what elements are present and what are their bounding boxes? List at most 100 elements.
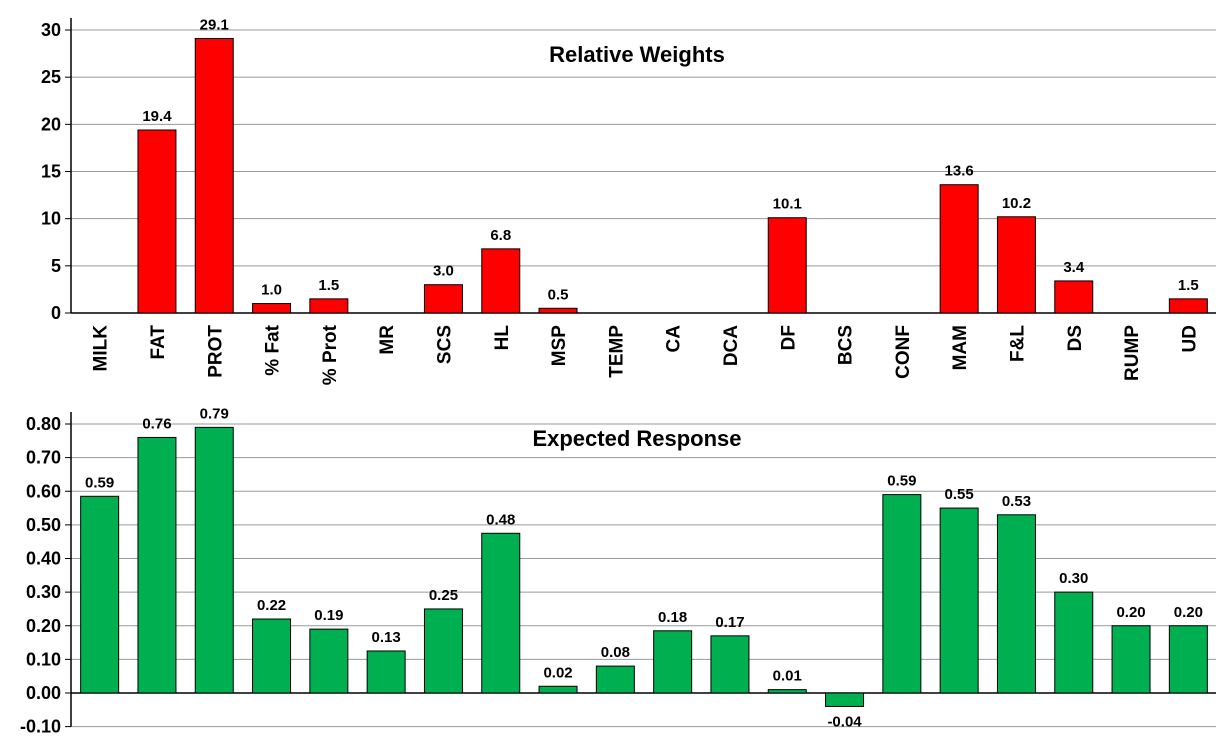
bar-ud <box>1168 298 1208 314</box>
data-label: 0.17 <box>715 614 744 631</box>
bar-ds <box>1054 280 1094 314</box>
data-label: 13.6 <box>945 163 974 180</box>
data-label: 0.59 <box>887 473 916 490</box>
category-label: FAT <box>148 325 169 360</box>
category-label: UD <box>1179 325 1200 352</box>
y-tick-label: 5 <box>51 256 61 276</box>
data-label: 0.55 <box>945 486 974 503</box>
data-label: 0.25 <box>429 587 458 604</box>
data-label: 0.01 <box>773 668 802 685</box>
y-tick-label: 0.10 <box>26 649 61 669</box>
bar-df <box>767 217 807 314</box>
data-label: 0.5 <box>548 286 569 303</box>
y-tick-label: 25 <box>41 67 61 87</box>
category-label: DF <box>778 325 799 350</box>
category-label: PROT <box>205 325 226 378</box>
data-label: 3.4 <box>1063 259 1085 276</box>
data-label: 0.53 <box>1002 493 1031 510</box>
bar-f-l <box>996 216 1036 314</box>
bar-mam <box>939 184 979 314</box>
data-label: 0.79 <box>200 405 229 422</box>
y-tick-label: 0.20 <box>26 616 61 636</box>
y-tick-label: 15 <box>41 162 61 182</box>
bar-msp <box>538 307 578 314</box>
bar-scs <box>423 284 463 314</box>
category-label: % Fat <box>263 324 284 375</box>
bar-hl <box>481 248 521 314</box>
bar-fat <box>137 436 177 694</box>
data-label: 1.0 <box>261 282 282 299</box>
y-tick-label: 0.30 <box>26 582 61 602</box>
data-label: 10.1 <box>773 196 802 213</box>
y-tick-label: 0.50 <box>26 515 61 535</box>
data-label: 10.2 <box>1002 195 1031 212</box>
chart-title: Expected Response <box>532 426 741 451</box>
bar-prot <box>194 426 234 694</box>
category-label: CA <box>664 325 685 353</box>
data-label: 0.22 <box>257 597 286 614</box>
y-tick-label: 30 <box>41 20 61 40</box>
data-label: 0.48 <box>486 511 515 528</box>
chart-title: Relative Weights <box>549 42 725 67</box>
data-label: 0.19 <box>314 607 343 624</box>
category-label: MSP <box>549 325 570 367</box>
data-label: 1.5 <box>1178 277 1199 294</box>
category-label: TEMP <box>606 325 627 378</box>
bar-milk <box>80 495 120 694</box>
bar-fat <box>252 303 292 314</box>
bar-ds <box>1054 591 1094 694</box>
data-label: 1.5 <box>318 277 339 294</box>
y-tick-label: 0.70 <box>26 448 61 468</box>
y-tick-label: 0 <box>51 303 61 323</box>
category-label: DCA <box>721 325 742 366</box>
category-label: BCS <box>836 325 857 365</box>
y-tick-label: 20 <box>41 114 61 134</box>
data-label: 0.30 <box>1059 570 1088 587</box>
data-label: -0.04 <box>827 713 862 730</box>
bar-dca <box>710 635 750 694</box>
data-label: 0.20 <box>1116 604 1145 621</box>
bar-temp <box>595 665 635 694</box>
bar-hl <box>481 532 521 694</box>
y-tick-label: 0.80 <box>26 414 61 434</box>
data-label: 0.18 <box>658 609 687 626</box>
y-tick-label: 0.40 <box>26 549 61 569</box>
category-label: MAM <box>950 325 971 370</box>
data-label: 29.1 <box>200 16 229 33</box>
category-label: MR <box>377 325 398 355</box>
y-tick-label: 10 <box>41 209 61 229</box>
category-label: % Prot <box>320 324 341 385</box>
bar-msp <box>538 685 578 694</box>
bar-ca <box>653 630 693 694</box>
data-label: 3.0 <box>433 263 454 280</box>
bar-prot <box>309 628 349 694</box>
bar-conf <box>882 494 922 694</box>
category-label: CONF <box>893 325 914 379</box>
data-label: 0.59 <box>85 474 114 491</box>
bar-prot <box>309 298 349 314</box>
data-label: 0.76 <box>142 415 171 432</box>
bar-fat <box>137 129 177 314</box>
expected-response-chart: -0.10 0.00 0.10 0.20 0.30 0.40 0.50 0.60 0.70 0.8… <box>20 405 1216 736</box>
bar-ud <box>1168 625 1208 694</box>
category-label: SCS <box>434 325 455 364</box>
bar-prot <box>194 37 234 314</box>
bar-fat <box>252 618 292 694</box>
data-label: 0.20 <box>1174 604 1203 621</box>
category-label: HL <box>492 325 513 351</box>
relative-weights-chart: 0 5 10 15 20 25 30 19.4 29.1 1.0 1.5 3.0 6.8 0.5 10.1… <box>41 16 1216 385</box>
category-label: DS <box>1065 325 1086 351</box>
category-label: MILK <box>91 325 112 372</box>
bar-rump <box>1111 625 1151 694</box>
bar-df <box>767 689 807 694</box>
y-tick-label: 0.60 <box>26 481 61 501</box>
data-label: 0.13 <box>372 629 401 646</box>
bar-scs <box>423 608 463 694</box>
y-tick-label: 0.00 <box>26 683 61 703</box>
bar-mr <box>366 650 406 694</box>
category-label: F&L <box>1007 325 1028 362</box>
data-label: 0.08 <box>601 644 630 661</box>
category-label: RUMP <box>1122 325 1143 381</box>
data-label: 19.4 <box>142 108 172 125</box>
